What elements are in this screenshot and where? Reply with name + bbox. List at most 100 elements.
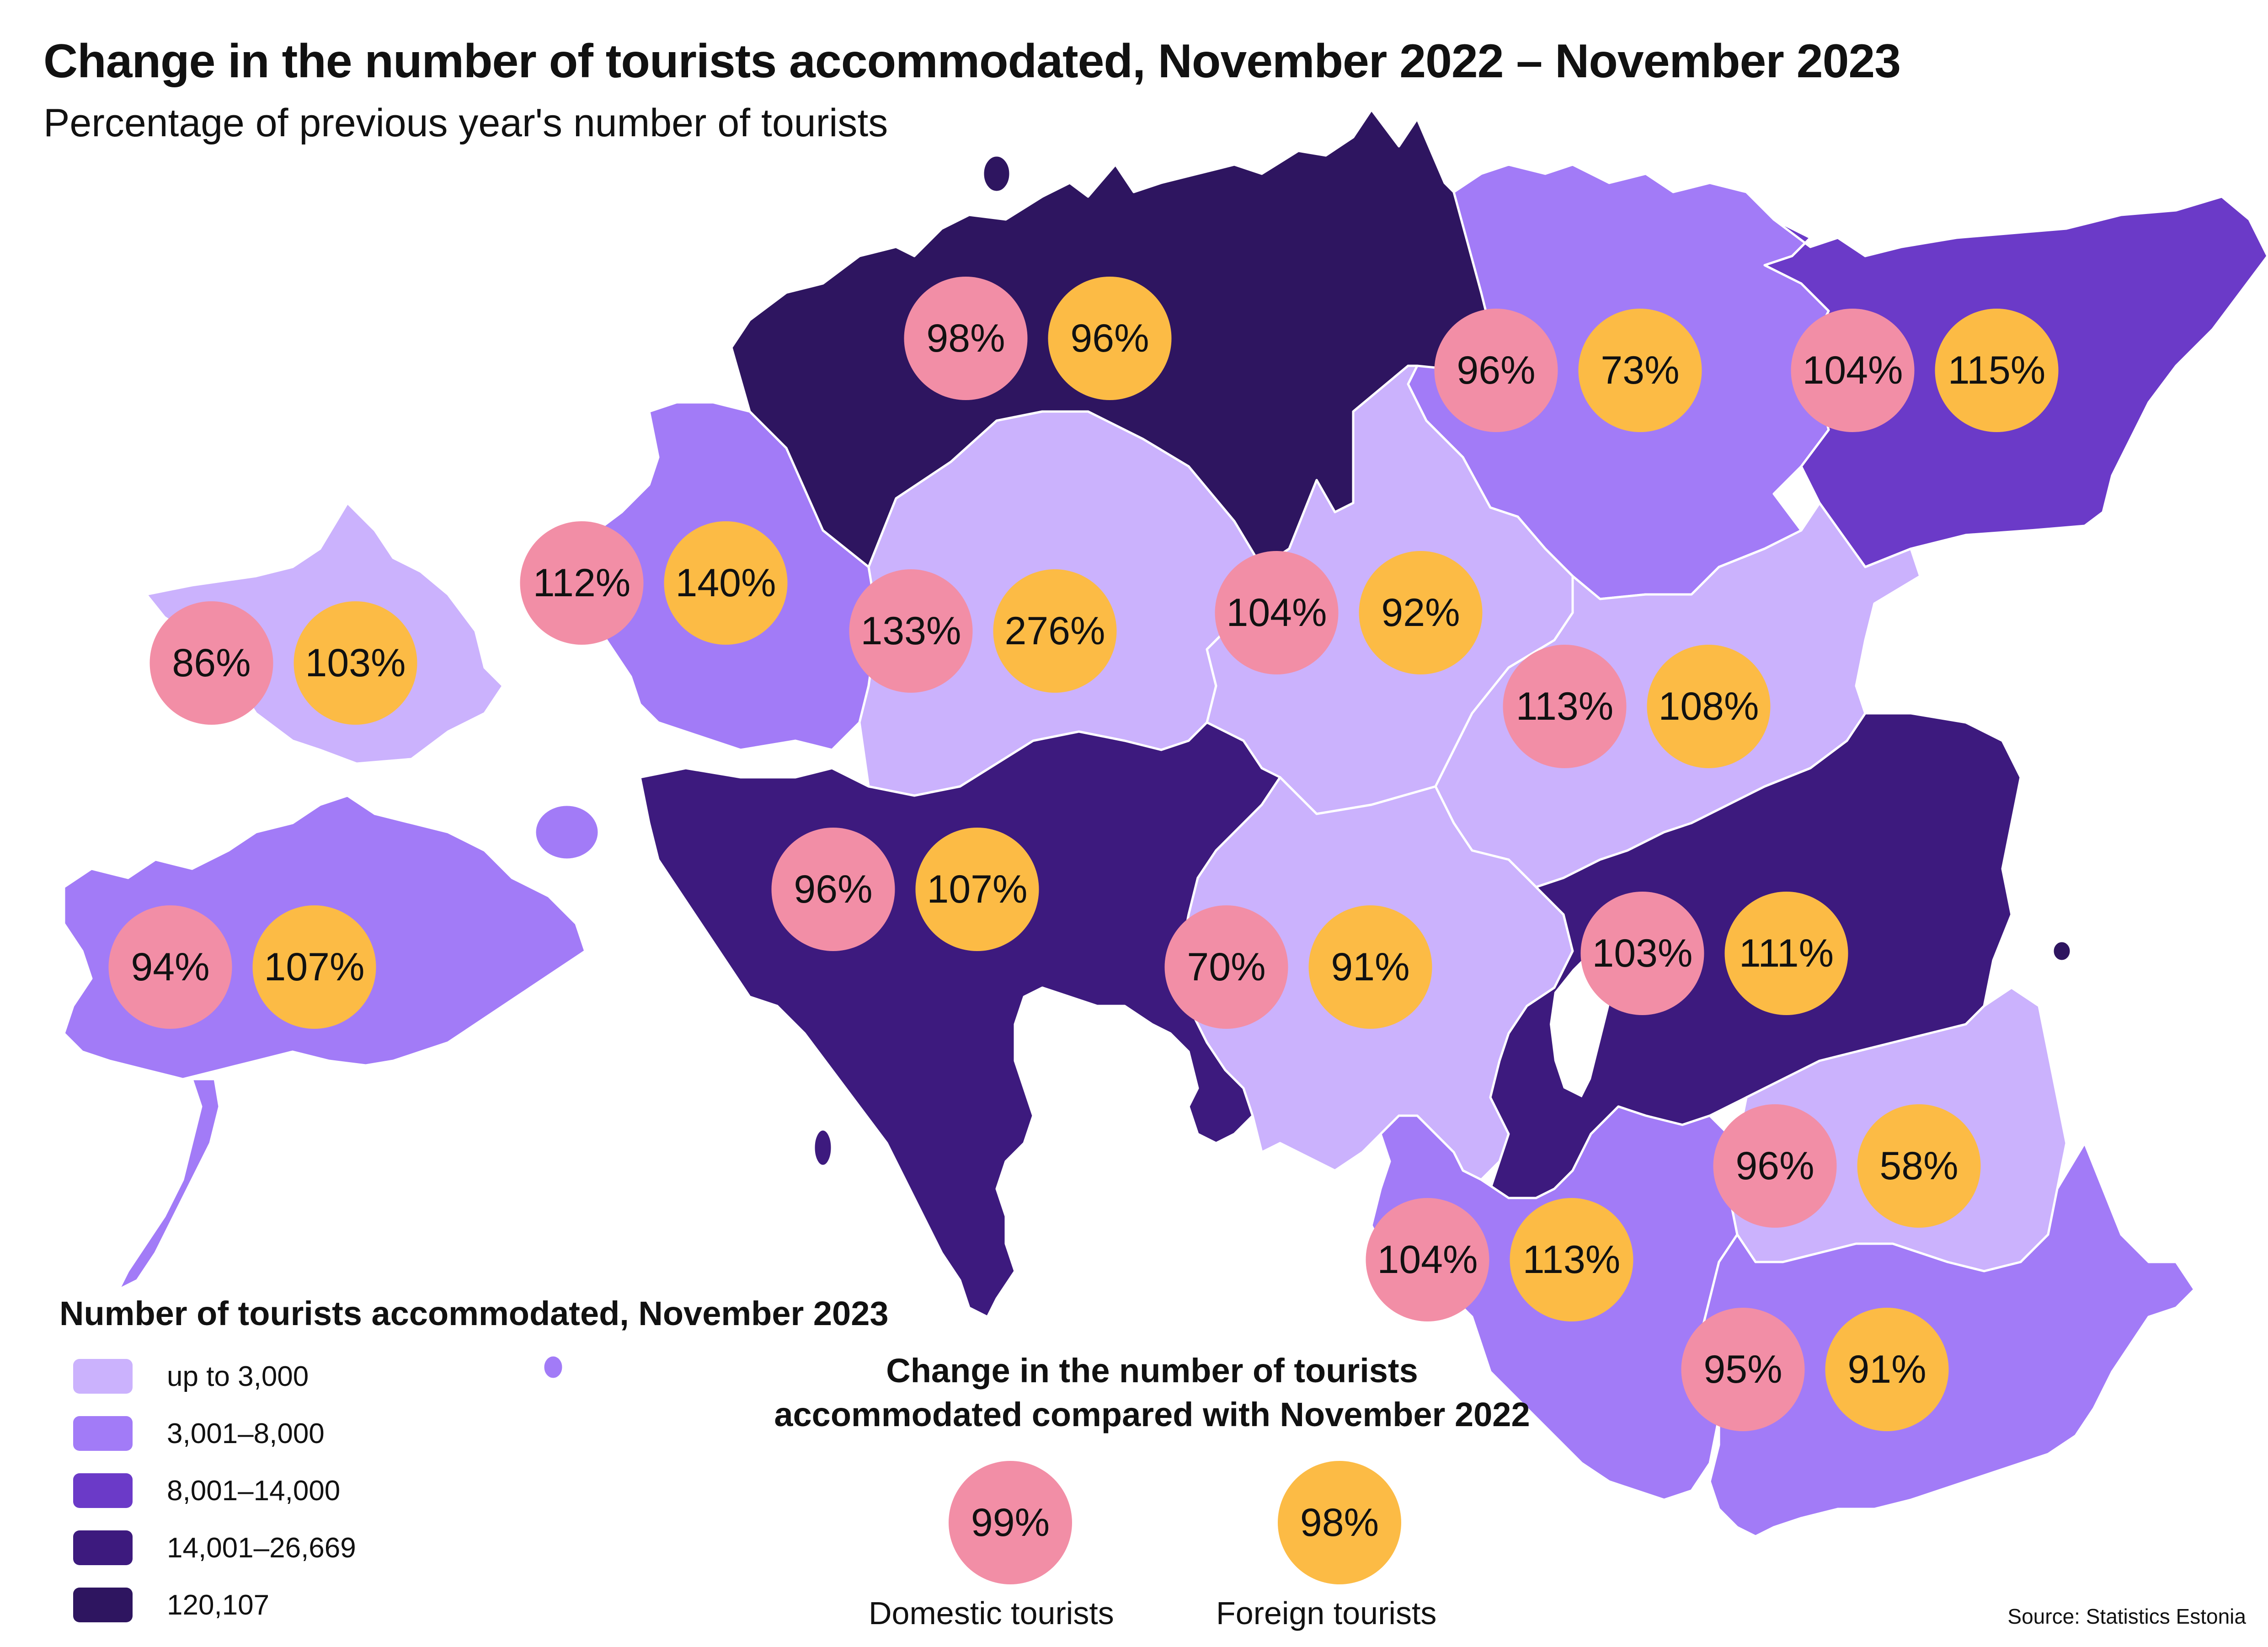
map-subtitle: Percentage of previous year's number of … — [43, 101, 888, 145]
foreign-bubble-ida-viru-label: 115% — [1948, 348, 2046, 392]
foreign-bubble-ida-viru-circle — [1935, 309, 2059, 432]
foreign-bubble-jogeva-label: 108% — [1659, 684, 1759, 728]
foreign-bubble-laane-circle — [664, 521, 788, 645]
change-key-title-line1: Change in the number of tourists — [886, 1352, 1418, 1390]
foreign-bubble-viljandi-label: 91% — [1331, 945, 1409, 989]
foreign-bubble-rapla-circle — [993, 569, 1117, 693]
county-region-voru — [1699, 1142, 2196, 1538]
domestic-bubble-harju: 98% — [904, 277, 1028, 400]
foreign-bubble-harju-circle — [1048, 277, 1172, 400]
domestic-bubble-voru-label: 95% — [1703, 1348, 1782, 1391]
foreign-bubble-rapla: 276% — [993, 569, 1117, 693]
county-region-saare-sorve — [117, 1078, 221, 1291]
foreign-bubble-rapla-label: 276% — [1005, 609, 1105, 653]
foreign-bubble-jarva: 92% — [1359, 551, 1483, 674]
domestic-bubble-harju-circle — [904, 277, 1028, 400]
domestic-bubble-ida-viru-label: 104% — [1803, 348, 1903, 392]
domestic-bubble-ida-viru-circle — [1791, 309, 1915, 432]
legend-label: up to 3,000 — [167, 1360, 309, 1392]
foreign-bubble-tartu: 111% — [1724, 892, 1848, 1015]
domestic-bubble-jogeva-label: 113% — [1516, 684, 1614, 728]
domestic-bubble-viljandi: 70% — [1164, 905, 1288, 1029]
legend-item: up to 3,000 — [73, 1358, 309, 1395]
domestic-bubble-laane-viru-circle — [1434, 309, 1558, 432]
domestic-bubble-viljandi-label: 70% — [1187, 945, 1265, 989]
domestic-bubble-rapla-circle — [849, 569, 973, 693]
foreign-bubble-valga: 113% — [1510, 1198, 1633, 1321]
foreign-bubble-laane-viru-circle — [1578, 309, 1702, 432]
domestic-bubble-laane-label: 112% — [533, 561, 631, 605]
foreign-bubble-saare-label: 107% — [264, 945, 365, 989]
change-key-title-line2: accommodated compared with November 2022 — [774, 1396, 1530, 1433]
foreign-bubble-tartu-circle — [1724, 892, 1848, 1015]
foreign-bubble-hiiu: 103% — [294, 601, 417, 725]
domestic-bubble-valga-circle — [1366, 1198, 1489, 1321]
source-note: Source: Statistics Estonia — [2007, 1604, 2246, 1628]
foreign-bubble-laane-viru-label: 73% — [1601, 348, 1679, 392]
domestic-bubble-viljandi-circle — [1164, 905, 1288, 1029]
domestic-bubble-ida-viru: 104% — [1791, 309, 1915, 432]
change-key-title: Change in the number of tourists accommo… — [713, 1349, 1591, 1437]
domestic-bubble-rapla: 133% — [849, 569, 973, 693]
domestic-bubble-jarva-label: 104% — [1227, 591, 1327, 635]
island-muhu — [534, 803, 600, 861]
foreign-bubble-laane-label: 140% — [676, 561, 776, 605]
legend-swatch — [73, 1530, 133, 1565]
legend-item: 8,001–14,000 — [73, 1472, 340, 1509]
change-key-bubbles: 99% 98% — [949, 1461, 1401, 1584]
foreign-bubble-valga-circle — [1510, 1198, 1633, 1321]
legend-item: 120,107 — [73, 1587, 269, 1623]
foreign-bubble-parnu-circle — [915, 828, 1039, 951]
foreign-bubble-ida-viru: 115% — [1935, 309, 2059, 432]
island-ruhnu — [542, 1354, 565, 1380]
domestic-bubble-hiiu-circle — [149, 601, 273, 725]
legend-item: 3,001–8,000 — [73, 1415, 325, 1452]
key-foreign-bubble: 98% — [1278, 1461, 1401, 1584]
foreign-bubble-voru: 91% — [1825, 1308, 1949, 1431]
domestic-bubble-polva-label: 96% — [1735, 1144, 1814, 1188]
domestic-bubble-jogeva-circle — [1503, 645, 1627, 768]
domestic-bubble-laane-circle — [520, 521, 644, 645]
county-bubbles: 98% 96% 96% 73% 104% 115% 86% 103% 112% 140% 133% 2… — [108, 277, 2059, 1431]
domestic-key-label: Domestic tourists — [869, 1595, 1114, 1631]
domestic-bubble-voru-circle — [1681, 1308, 1805, 1431]
legend-title: Number of tourists accommodated, Novembe… — [59, 1294, 889, 1332]
domestic-bubble-jarva: 104% — [1215, 551, 1339, 674]
foreign-bubble-harju-label: 96% — [1070, 316, 1149, 360]
island-kihnu — [812, 1128, 833, 1167]
legend-swatch — [73, 1588, 133, 1622]
domestic-bubble-saare: 94% — [108, 905, 232, 1029]
domestic-bubble-tartu-label: 103% — [1592, 931, 1693, 975]
domestic-bubble-tartu-circle — [1580, 892, 1704, 1015]
domestic-bubble-jarva-circle — [1215, 551, 1339, 674]
key-domestic-bubble-label: 99% — [971, 1501, 1050, 1545]
legend-label: 8,001–14,000 — [167, 1475, 341, 1507]
foreign-bubble-laane-viru: 73% — [1578, 309, 1702, 432]
legend-item: 14,001–26,669 — [73, 1529, 356, 1566]
domestic-bubble-parnu-label: 96% — [794, 867, 872, 911]
domestic-bubble-rapla-label: 133% — [861, 609, 961, 653]
foreign-bubble-hiiu-label: 103% — [305, 641, 406, 685]
legend-label: 14,001–26,669 — [167, 1532, 356, 1564]
foreign-bubble-polva-label: 58% — [1879, 1144, 1958, 1188]
county-region-parnu — [639, 721, 1281, 1318]
foreign-bubble-harju: 96% — [1048, 277, 1172, 400]
foreign-bubble-parnu: 107% — [915, 828, 1039, 951]
domestic-bubble-hiiu-label: 86% — [172, 641, 251, 685]
domestic-bubble-jogeva: 113% — [1503, 645, 1627, 768]
foreign-bubble-jarva-label: 92% — [1381, 591, 1460, 635]
domestic-bubble-voru: 95% — [1681, 1308, 1805, 1431]
key-domestic-bubble: 99% — [949, 1461, 1072, 1584]
domestic-bubble-laane: 112% — [520, 521, 644, 645]
domestic-bubble-valga: 104% — [1366, 1198, 1489, 1321]
foreign-bubble-voru-circle — [1825, 1308, 1949, 1431]
domestic-bubble-saare-label: 94% — [131, 945, 209, 989]
domestic-bubble-laane-viru-label: 96% — [1457, 348, 1535, 392]
domestic-bubble-polva-circle — [1713, 1104, 1837, 1228]
island-vaindloo — [2051, 940, 2072, 963]
foreign-bubble-jogeva: 108% — [1647, 645, 1771, 768]
legend-swatch — [73, 1416, 133, 1451]
foreign-bubble-jogeva-circle — [1647, 645, 1771, 768]
foreign-bubble-jarva-circle — [1359, 551, 1483, 674]
